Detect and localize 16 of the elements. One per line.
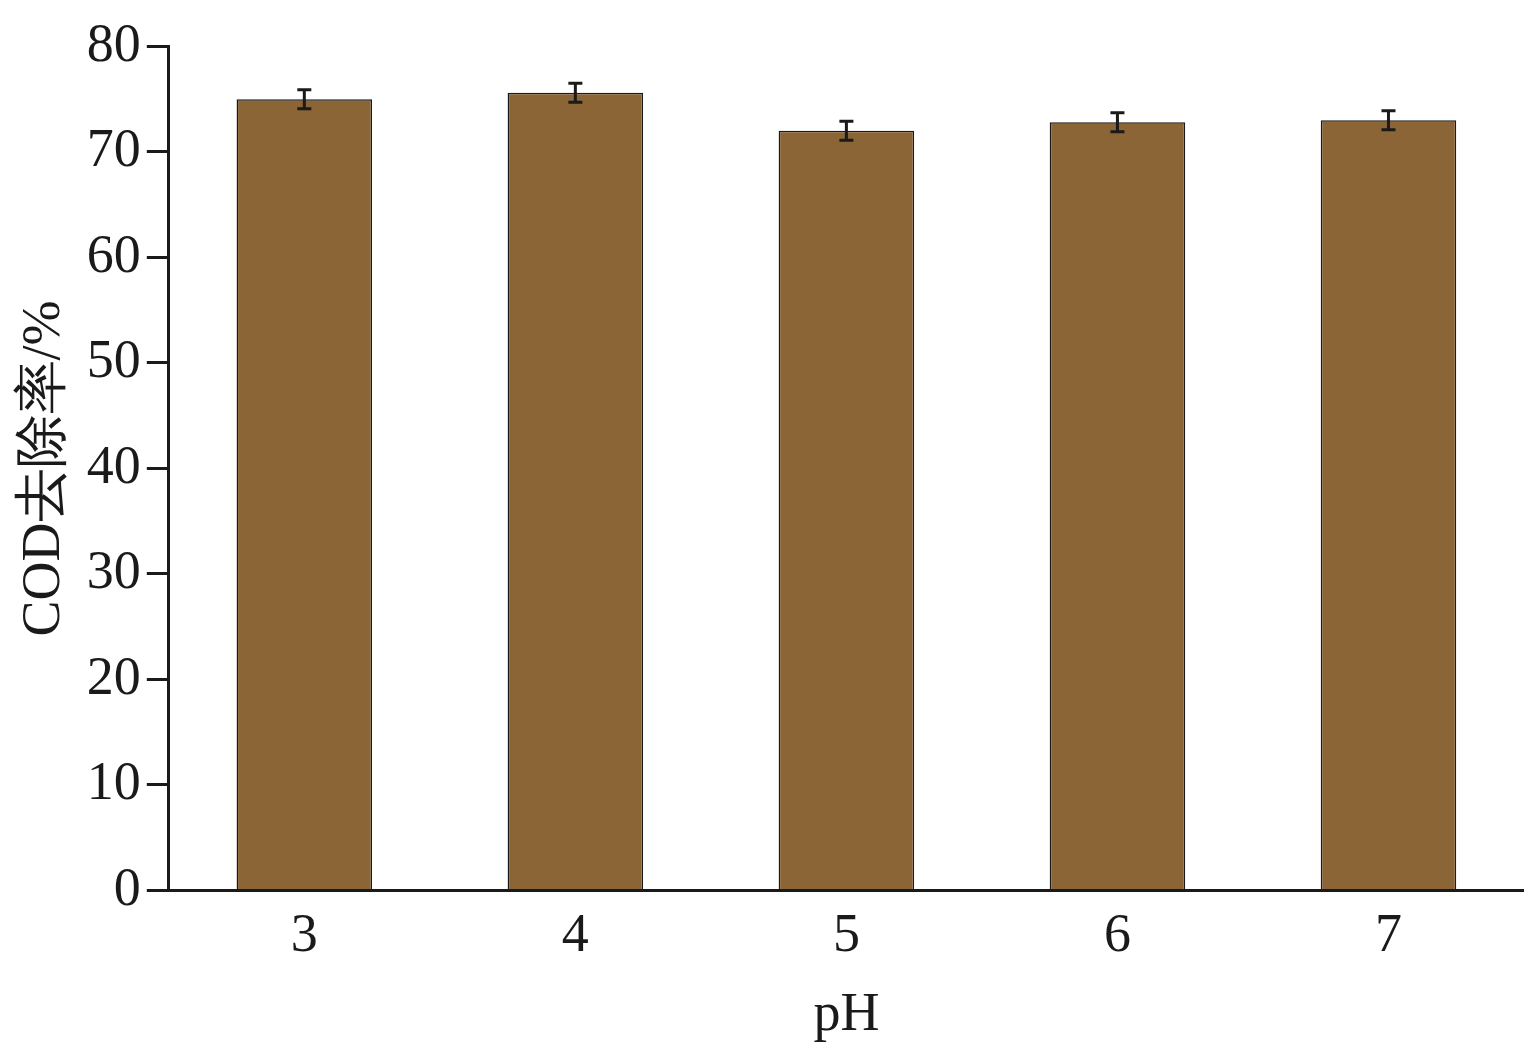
y-tick-label: 40 <box>86 434 141 495</box>
y-tick-label: 30 <box>86 540 141 601</box>
y-tick-label: 20 <box>86 645 141 706</box>
y-axis-title: COD去除率/% <box>10 300 71 637</box>
y-tick-label: 0 <box>113 856 141 917</box>
x-tick-label: 7 <box>1374 902 1402 963</box>
x-tick-label: 4 <box>561 902 589 963</box>
y-tick-label: 60 <box>86 223 141 284</box>
x-tick-label: 6 <box>1103 902 1131 963</box>
y-tick-label: 70 <box>86 118 141 179</box>
x-tick-label: 5 <box>832 902 860 963</box>
y-tick-label: 80 <box>86 12 141 73</box>
y-tick-label: 50 <box>86 329 141 390</box>
y-tick-label: 10 <box>86 751 141 812</box>
x-axis-title: pH <box>813 981 880 1042</box>
x-tick-label: 3 <box>290 902 318 963</box>
